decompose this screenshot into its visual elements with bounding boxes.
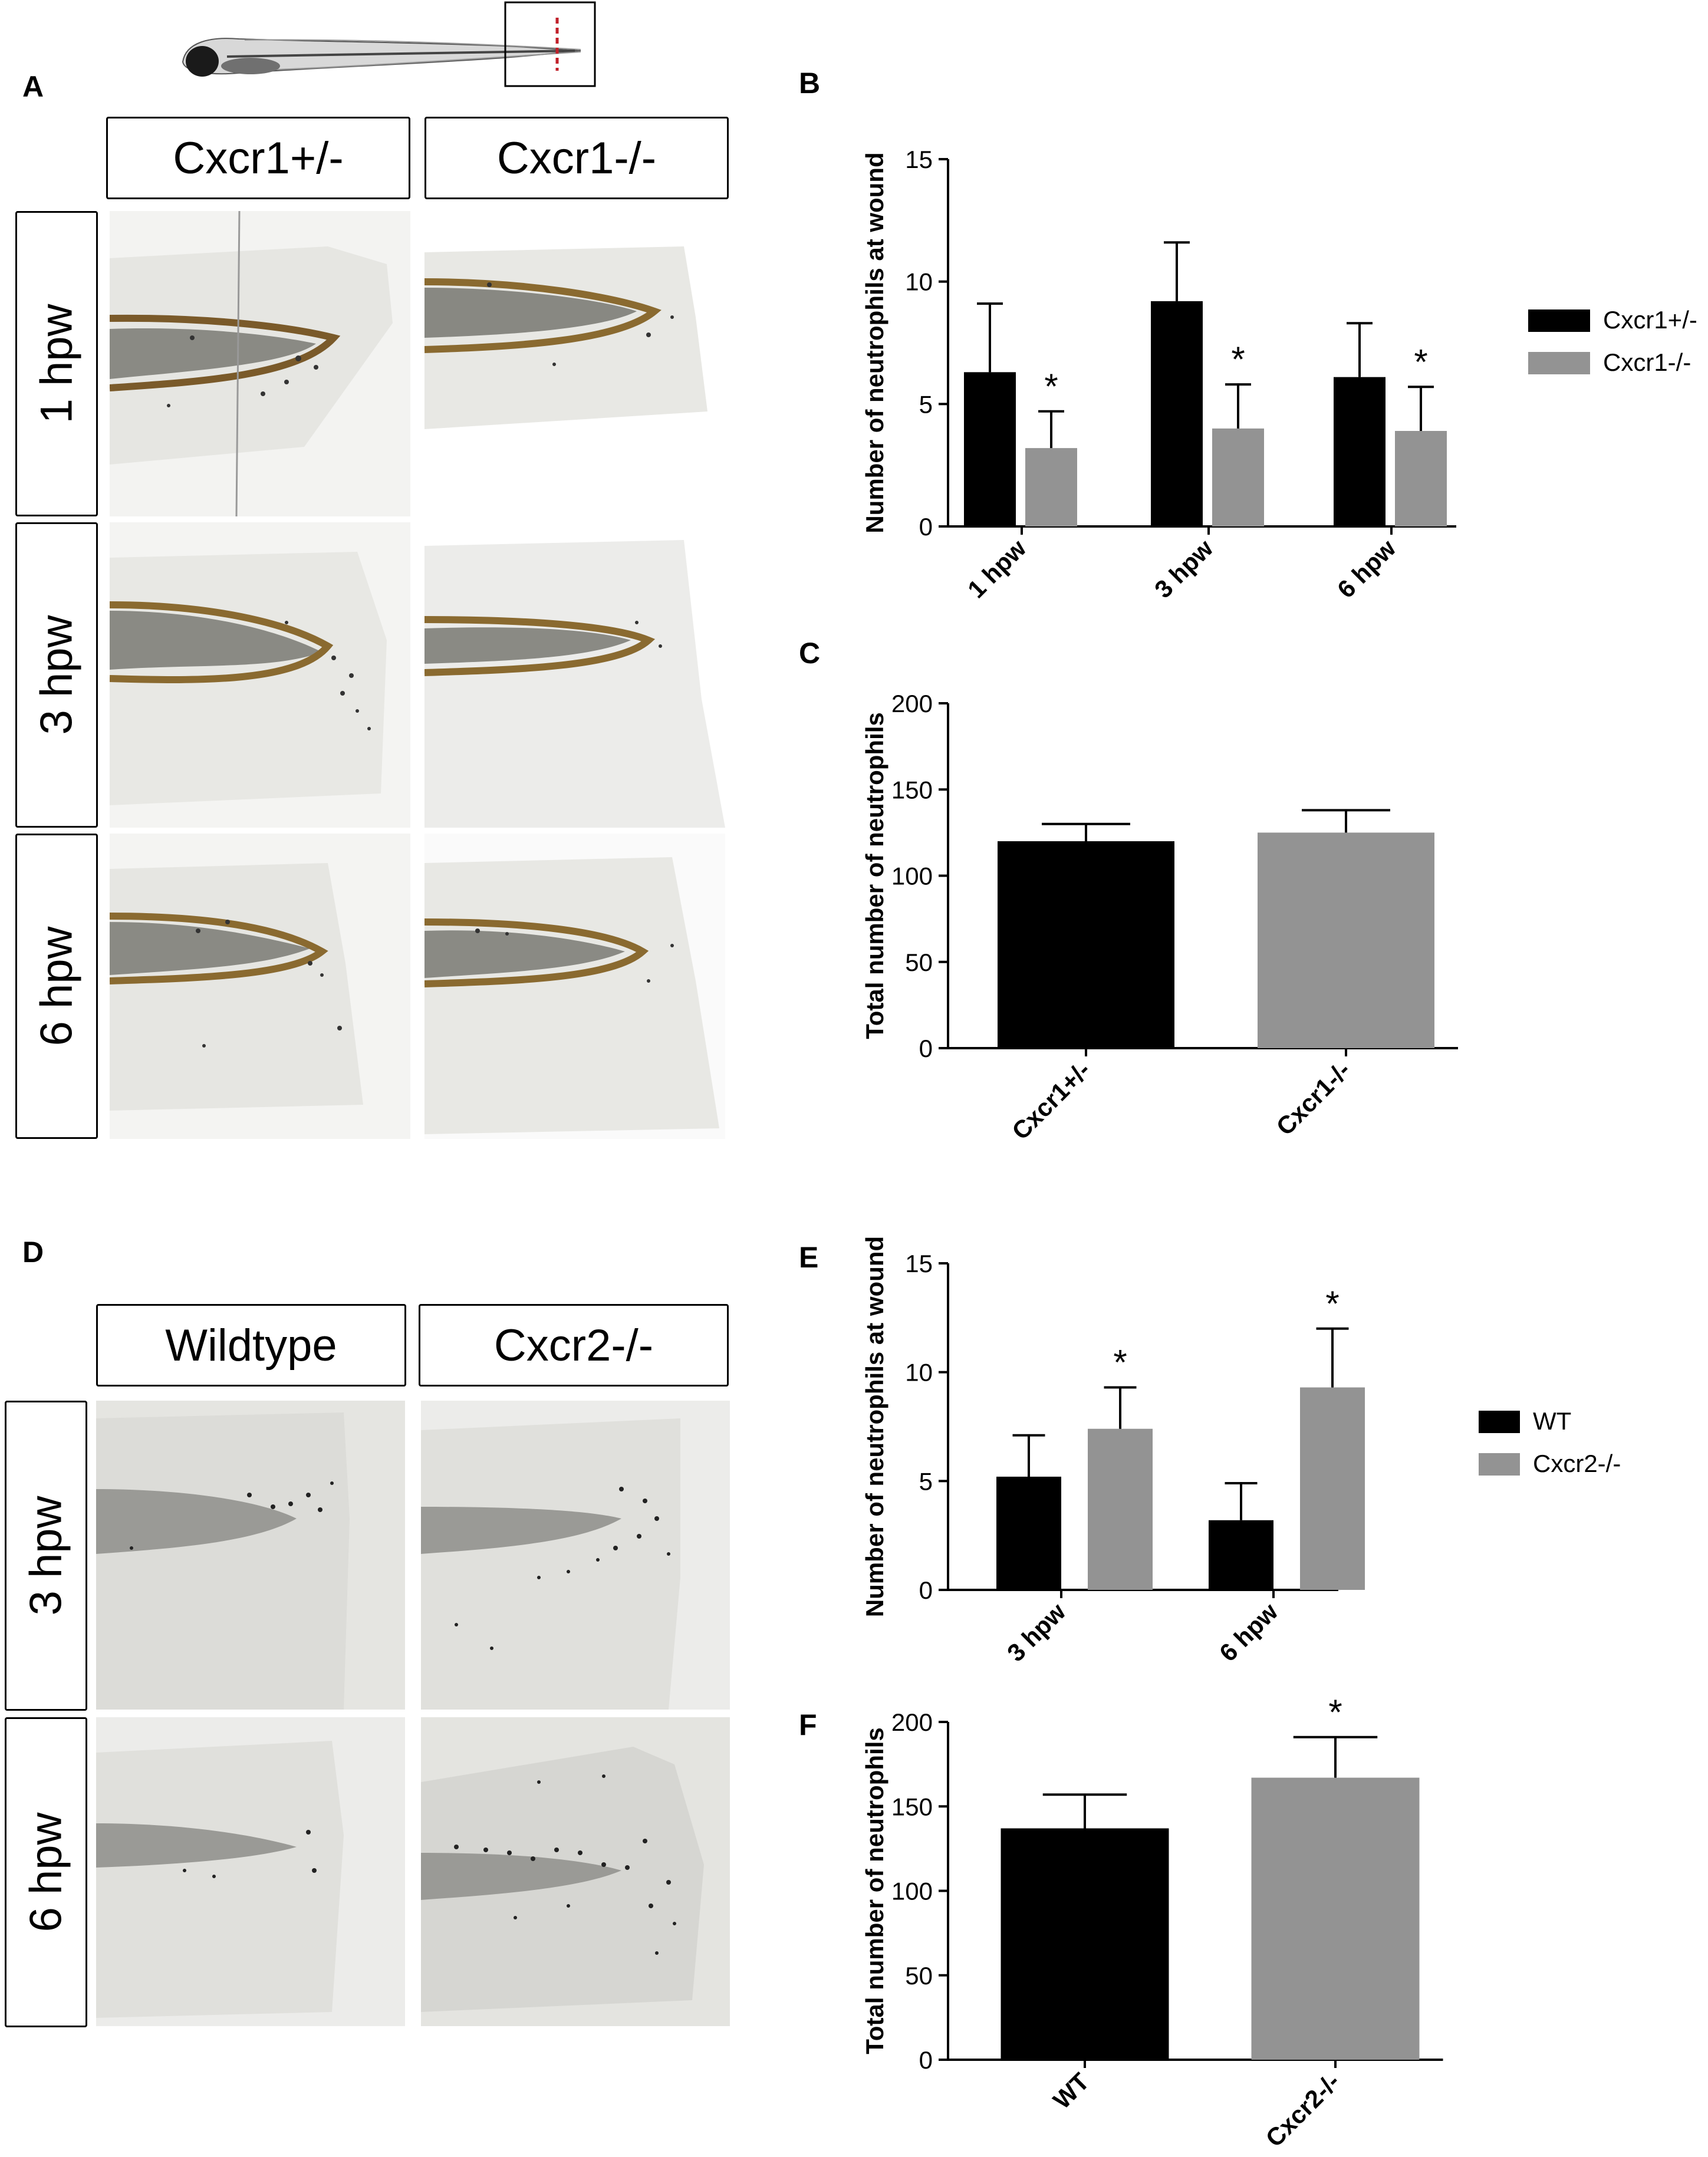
row-header-6hpw-d: 6 hpw [5, 1717, 87, 2027]
y-tick-label-c-150: 150 [891, 776, 933, 803]
significance-marker-e-3-hpw-cxcr2: * [1113, 1343, 1127, 1382]
bar-b-1-hpw-cxcr1 [1025, 448, 1077, 526]
significance-marker-b-1-hpw-cxcr1: * [1044, 367, 1058, 406]
bar-f-wt-wt [1001, 1828, 1169, 2060]
bar-e-6-hpw-wt [1209, 1520, 1273, 1590]
micrograph-cxcr2-ko-3hpw [421, 1401, 730, 1710]
y-tick-label-b-15: 15 [905, 146, 933, 173]
y-axis-label-f: Total number of neutrophils [861, 1727, 888, 2054]
legend-label-e-wt: WT [1533, 1407, 1571, 1435]
row-header-6hpw: 6 hpw [15, 834, 98, 1139]
y-tick-label-b-5: 5 [919, 390, 933, 418]
y-axis-label-b: Number of neutrophils at wound [861, 152, 888, 533]
bar-f-cxcr2-cxcr2 [1251, 1777, 1420, 2060]
micrograph-cxcr1-het-1hpw [110, 211, 410, 516]
x-tick-label-b-6-hpw: 6 hpw [1332, 534, 1401, 604]
y-tick-label-f-100: 100 [891, 1878, 933, 1905]
bar-e-3-hpw-cxcr2 [1088, 1428, 1153, 1590]
x-tick-label-b-1-hpw: 1 hpw [962, 534, 1032, 604]
micrograph-cxcr1-het-6hpw [110, 834, 410, 1139]
x-tick-label-f-wt: WT [1048, 2067, 1095, 2115]
y-tick-label-e-15: 15 [905, 1250, 933, 1277]
significance-marker-f-cxcr2-cxcr2: * [1328, 1692, 1342, 1732]
row-header-3hpw-d: 3 hpw [5, 1401, 87, 1711]
y-tick-label-c-50: 50 [905, 949, 933, 976]
y-axis-label-e: Number of neutrophils at wound [861, 1236, 888, 1617]
micrograph-wildtype-6hpw [96, 1717, 405, 2026]
micrograph-cxcr1-ko-3hpw [424, 522, 725, 828]
y-tick-label-c-200: 200 [891, 690, 933, 717]
y-tick-label-f-0: 0 [919, 2046, 933, 2074]
x-tick-label-e-6-hpw: 6 hpw [1214, 1598, 1284, 1667]
y-tick-label-f-150: 150 [891, 1793, 933, 1820]
x-tick-label-c-cxcr1: Cxcr1+/- [1006, 1056, 1095, 1145]
col-header-cxcr2-ko: Cxcr2-/- [419, 1304, 729, 1387]
y-tick-label-f-50: 50 [905, 1962, 933, 1990]
significance-marker-b-6-hpw-cxcr1: * [1414, 342, 1427, 381]
panel-letter-f: F [799, 1708, 817, 1741]
x-tick-label-e-3-hpw: 3 hpw [1002, 1598, 1071, 1667]
legend-swatch-e-wt [1479, 1411, 1520, 1433]
panel-letter-b: B [799, 67, 820, 100]
significance-marker-e-6-hpw-cxcr2: * [1325, 1284, 1339, 1323]
legend-label-e-cxcr2: Cxcr2-/- [1533, 1450, 1621, 1477]
bar-b-6-hpw-cxcr1 [1395, 431, 1447, 526]
bar-b-6-hpw-cxcr1 [1334, 377, 1386, 526]
bar-e-3-hpw-wt [996, 1476, 1061, 1590]
zebrafish-larva-schematic [182, 1, 596, 87]
legend-swatch-b-cxcr1 [1528, 352, 1590, 374]
row-header-3hpw: 3 hpw [15, 522, 98, 828]
row-header-1hpw: 1 hpw [15, 211, 98, 516]
legend-label-b-cxcr1: Cxcr1+/- [1603, 306, 1697, 334]
bar-b-3-hpw-cxcr1 [1212, 428, 1264, 526]
panel-letter-d: D [22, 1236, 44, 1269]
bar-b-3-hpw-cxcr1 [1151, 301, 1203, 526]
micrograph-wildtype-3hpw [96, 1401, 405, 1710]
y-tick-label-f-200: 200 [891, 1708, 933, 1736]
y-tick-label-b-10: 10 [905, 268, 933, 296]
col-header-cxcr1-het: Cxcr1+/- [106, 117, 410, 199]
y-tick-label-c-100: 100 [891, 862, 933, 890]
micrograph-cxcr1-ko-1hpw [424, 211, 725, 516]
legend-label-b-cxcr1: Cxcr1-/- [1603, 348, 1691, 376]
x-tick-label-f-cxcr2: Cxcr2-/- [1261, 2067, 1345, 2152]
y-tick-label-c-0: 0 [919, 1035, 933, 1062]
y-tick-label-e-10: 10 [905, 1359, 933, 1387]
panel-letter-c: C [799, 637, 820, 670]
micrograph-cxcr2-ko-6hpw [421, 1717, 730, 2026]
x-tick-label-b-3-hpw: 3 hpw [1149, 534, 1219, 604]
bar-e-6-hpw-cxcr2 [1300, 1387, 1365, 1590]
legend-swatch-b-cxcr1 [1528, 309, 1590, 332]
micrograph-cxcr1-ko-6hpw [424, 834, 725, 1139]
bar-b-1-hpw-cxcr1 [964, 372, 1016, 526]
col-header-cxcr1-ko: Cxcr1-/- [424, 117, 729, 199]
panel-letter-a: A [22, 70, 44, 103]
y-tick-label-b-0: 0 [919, 513, 933, 541]
legend-swatch-e-cxcr2 [1479, 1453, 1520, 1476]
y-tick-label-e-0: 0 [919, 1576, 933, 1604]
bar-c-cxcr1-cxcr1 [1258, 832, 1434, 1048]
bar-c-cxcr1-cxcr1 [998, 841, 1174, 1048]
x-tick-label-c-cxcr1: Cxcr1-/- [1271, 1056, 1356, 1141]
col-header-wildtype: Wildtype [96, 1304, 406, 1387]
y-axis-label-c: Total number of neutrophils [861, 712, 888, 1039]
panel-letter-e: E [799, 1241, 818, 1274]
significance-marker-b-3-hpw-cxcr1: * [1231, 340, 1245, 379]
y-tick-label-e-5: 5 [919, 1467, 933, 1495]
micrograph-cxcr1-het-3hpw [110, 522, 410, 828]
